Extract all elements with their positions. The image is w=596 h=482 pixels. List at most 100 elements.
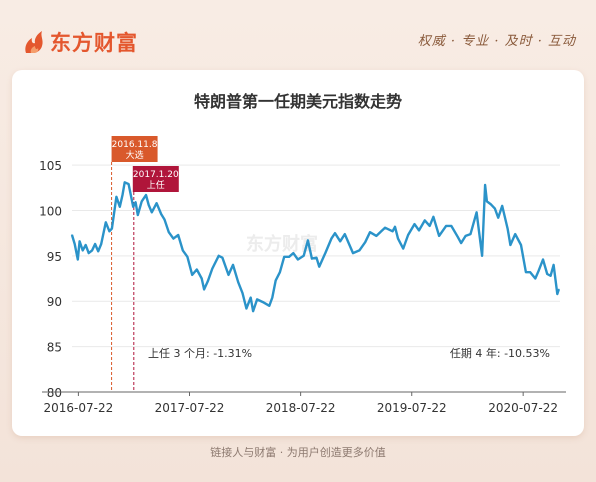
x-tick-label: 2018-07-22 xyxy=(266,401,336,415)
data-point xyxy=(151,211,153,214)
data-point xyxy=(318,265,321,268)
data-point xyxy=(534,277,537,280)
data-point xyxy=(155,202,158,204)
data-point xyxy=(509,244,512,246)
data-point xyxy=(172,237,175,240)
data-point xyxy=(191,274,193,276)
event-marker-date: 2016.11.8 xyxy=(112,140,158,150)
data-point xyxy=(200,277,203,280)
data-point xyxy=(384,226,386,229)
data-point xyxy=(71,234,73,236)
data-point xyxy=(469,233,472,235)
y-tick-label: 105 xyxy=(39,159,62,173)
data-point xyxy=(147,204,150,206)
data-point xyxy=(369,231,371,233)
data-point xyxy=(91,249,93,252)
data-point xyxy=(413,223,416,225)
data-point xyxy=(501,205,504,207)
footer-text: 链接人与财富 · 为用户创造更多价值 xyxy=(210,446,386,459)
x-tick-label: 2019-07-22 xyxy=(377,401,447,415)
data-point xyxy=(84,244,87,246)
data-point xyxy=(177,234,179,236)
data-point xyxy=(288,256,290,258)
data-point xyxy=(140,200,143,203)
annotation-3-months: 上任 3 个月: -1.31% xyxy=(148,347,252,360)
data-point xyxy=(402,247,405,250)
watermark: 东方财富 xyxy=(246,233,318,255)
data-point xyxy=(428,225,431,227)
y-tick-label: 80 xyxy=(47,386,62,400)
data-point xyxy=(494,207,496,210)
data-point xyxy=(450,225,453,227)
data-point xyxy=(73,243,76,245)
data-point xyxy=(186,256,189,258)
data-point xyxy=(330,237,333,240)
data-point xyxy=(78,240,81,243)
data-point xyxy=(211,267,214,270)
data-point xyxy=(489,203,492,205)
data-point xyxy=(237,281,239,283)
annotation-4-years: 任期 4 年: -10.53% xyxy=(450,346,550,360)
data-point xyxy=(344,233,346,235)
data-point xyxy=(97,250,99,253)
data-point xyxy=(182,249,184,252)
data-point xyxy=(556,293,559,295)
data-point xyxy=(315,256,318,259)
data-point xyxy=(274,279,277,282)
data-point xyxy=(262,301,264,303)
data-point xyxy=(227,274,230,276)
data-point xyxy=(245,307,248,310)
data-point xyxy=(475,211,478,214)
data-point xyxy=(424,219,426,222)
data-point xyxy=(119,206,121,208)
data-point xyxy=(105,221,107,224)
data-point xyxy=(558,288,560,291)
data-point xyxy=(94,243,96,245)
data-point xyxy=(77,258,79,261)
brand-slogan: 权威 · 专业 · 及时 · 互动 xyxy=(417,34,576,49)
data-point xyxy=(108,230,111,233)
data-point xyxy=(520,244,522,246)
data-point xyxy=(324,252,327,254)
data-point xyxy=(203,288,205,291)
data-point xyxy=(160,213,162,215)
header: 东方财富 权威 · 专业 · 及时 · 互动 xyxy=(0,0,596,70)
data-point xyxy=(549,275,552,277)
data-point xyxy=(127,183,130,185)
data-point xyxy=(484,184,486,186)
data-point xyxy=(339,240,342,243)
data-point xyxy=(115,196,118,198)
event-marker-label: 大选 xyxy=(126,149,144,161)
data-point xyxy=(302,255,305,257)
data-point xyxy=(464,235,467,237)
data-point xyxy=(137,214,139,216)
data-point xyxy=(81,249,84,252)
data-point xyxy=(438,235,440,237)
x-tick-label: 2016-07-22 xyxy=(44,401,114,415)
event-marker-label: 上任 xyxy=(147,179,165,191)
data-point xyxy=(554,280,557,283)
data-point xyxy=(217,255,220,257)
data-point xyxy=(221,256,224,259)
data-point xyxy=(542,258,544,261)
data-point xyxy=(292,252,295,254)
data-point xyxy=(252,310,254,312)
y-tick-label: 90 xyxy=(47,295,62,309)
data-point xyxy=(111,227,113,230)
data-point xyxy=(525,271,527,273)
data-point xyxy=(307,239,309,242)
brand-logo[interactable]: 东方财富 xyxy=(22,28,138,56)
data-point xyxy=(283,256,286,258)
chart: 特朗普第一任期美元指数走势 东方财富 80 85 90 95 100 105 2016-07… xyxy=(39,92,566,415)
data-point xyxy=(132,206,134,208)
data-point xyxy=(207,280,209,283)
x-tick-label: 2017-07-22 xyxy=(155,401,225,415)
event-marker-tag xyxy=(132,166,179,192)
data-point xyxy=(134,201,137,204)
data-point xyxy=(123,181,126,184)
data-point xyxy=(460,242,462,244)
data-point xyxy=(552,264,555,266)
data-point xyxy=(432,216,435,218)
y-tick-label: 95 xyxy=(47,250,62,264)
data-point xyxy=(375,235,378,237)
